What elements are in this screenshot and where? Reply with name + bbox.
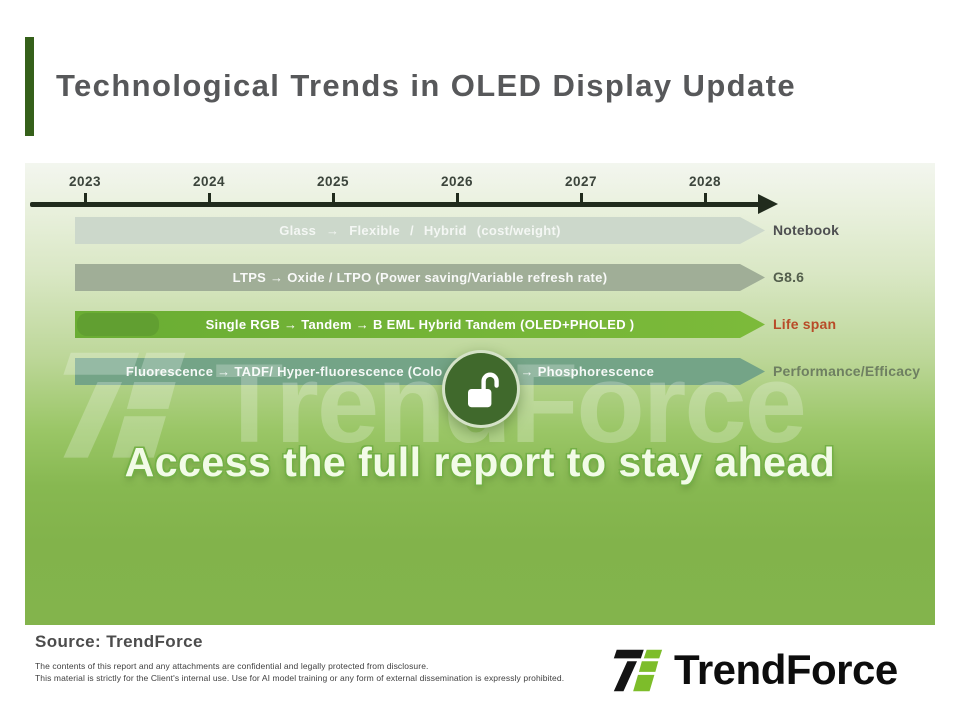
trendforce-logo-text: TrendForce [674, 646, 898, 693]
open-padlock-icon [468, 372, 499, 408]
trendforce-logo: TrendForce [608, 641, 898, 699]
category-label-notebook: Notebook [773, 222, 840, 238]
roadmap-bar-label: LTPS → Oxide / LTPO (Power saving/Variab… [232, 270, 608, 285]
title-accent-bar [25, 37, 34, 136]
cta-text: Access the full report to stay ahead [124, 439, 836, 485]
timeline-year: 2027 [564, 174, 598, 189]
disclaimer-line: The contents of this report and any atta… [35, 661, 429, 671]
roadmap-bar-label: Glass → Flexible / Hybrid (cost/weight) [279, 223, 561, 238]
roadmap-bar-label: Single RGB → Tandem → B EML Hybrid Tande… [205, 317, 635, 332]
timeline-axis [30, 202, 760, 207]
timeline-year: 2026 [440, 174, 474, 189]
source-label: Source: TrendForce [35, 632, 203, 651]
roadmap-bar-start-cap [77, 313, 159, 336]
timeline-tick [208, 193, 211, 202]
timeline-tick [456, 193, 459, 202]
category-label-lifespan: Life span [773, 316, 837, 332]
trendforce-logo-icon [613, 649, 663, 692]
unlock-report-button[interactable] [442, 350, 520, 428]
disclaimer-text: The contents of this report and any atta… [35, 661, 564, 684]
timeline-tick [84, 193, 87, 202]
timeline-tick [580, 193, 583, 202]
timeline-tick [704, 193, 707, 202]
roadmap-bar-substrate: Glass → Flexible / Hybrid (cost/weight) [75, 217, 765, 244]
page-title: Technological Trends in OLED Display Upd… [56, 68, 797, 103]
roadmap-panel: 2023 2024 2025 2026 2027 2028 Glass → Fl… [25, 163, 935, 625]
roadmap-bar-emitter: Fluorescence → TADF/ Hyper-fluorescence … [75, 358, 765, 385]
roadmap-bar-stack: Single RGB → Tandem → B EML Hybrid Tande… [75, 311, 765, 338]
right-arrow-icon [758, 194, 778, 214]
category-label-g86: G8.6 [773, 269, 805, 285]
roadmap-bar-label-right: → Phosphorescence [520, 364, 655, 379]
disclaimer-line: This material is strictly for the Client… [35, 672, 565, 683]
timeline-tick [332, 193, 335, 202]
category-label-performance: Performance/Efficacy [773, 363, 921, 379]
timeline-year: 2028 [688, 174, 722, 189]
timeline-year: 2025 [316, 174, 350, 189]
roadmap-bar-label-left: Fluorescence → TADF/ Hyper-fluorescence … [125, 364, 443, 379]
timeline-year: 2023 [68, 174, 102, 189]
roadmap-bar-backplane: LTPS → Oxide / LTPO (Power saving/Variab… [75, 264, 765, 291]
timeline-year: 2024 [192, 174, 226, 189]
